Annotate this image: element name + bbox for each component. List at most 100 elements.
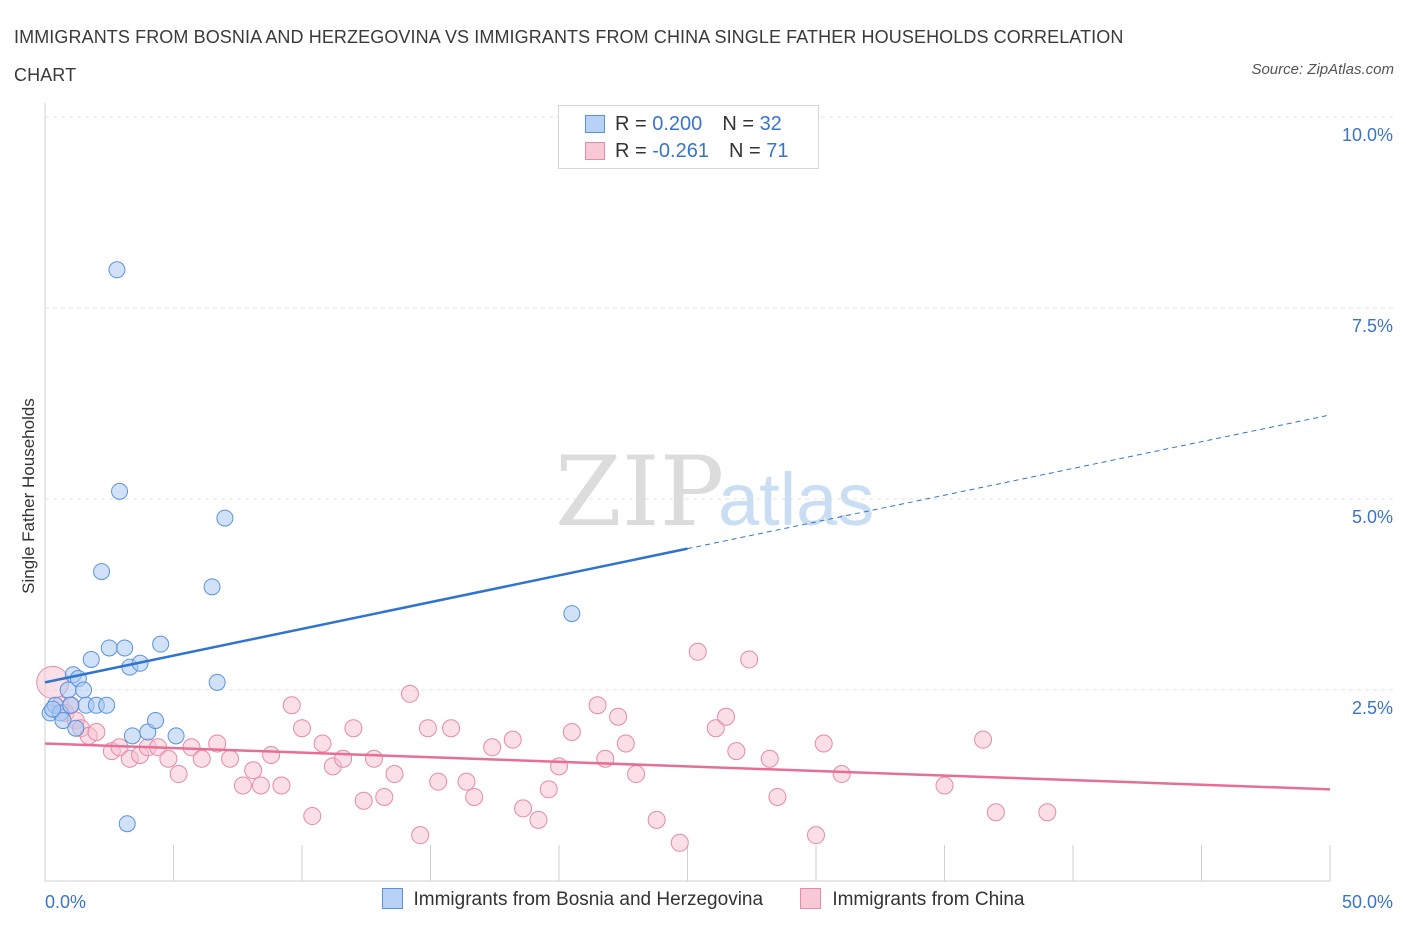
data-point-china (262, 745, 281, 764)
trend-lines (44, 414, 1331, 791)
data-point-bosnia (108, 261, 126, 279)
data-point-bosnia (167, 727, 185, 745)
y-tick-label: 5.0% (1352, 507, 1393, 527)
data-point-china (192, 749, 211, 768)
stats-row-china: R = -0.261 N = 71 (585, 138, 788, 164)
data-point-china (465, 787, 484, 806)
data-point-bosnia (563, 605, 581, 623)
data-point-china (1038, 803, 1057, 822)
data-point-china (159, 749, 178, 768)
r-value-bosnia: 0.200 (652, 113, 703, 135)
data-point-china (740, 650, 759, 669)
x-tick-label: 50.0% (1342, 892, 1393, 912)
legend-item-bosnia[interactable]: Immigrants from Bosnia and Herzegovina (381, 888, 764, 911)
data-point-china (760, 749, 779, 768)
data-point-china (233, 776, 252, 795)
data-point-china (588, 696, 607, 715)
data-point-china (457, 772, 476, 791)
data-point-bosnia (123, 727, 141, 745)
watermark-zip: ZIP (555, 436, 724, 548)
bosnia-legend-swatch-icon (381, 888, 403, 909)
data-point-china (986, 803, 1005, 822)
data-point-bosnia (93, 563, 111, 581)
data-point-bosnia (98, 696, 116, 714)
data-point-bosnia (82, 650, 100, 668)
data-point-bosnia (75, 681, 93, 699)
data-point-bosnia (118, 815, 136, 833)
data-point-bosnia (54, 712, 72, 730)
grid-lines (45, 116, 1395, 691)
r-value-china: -0.261 (652, 140, 709, 162)
data-point-china (717, 707, 736, 726)
data-point-china (935, 776, 954, 795)
trend-line-bosnia (44, 547, 688, 684)
data-point-bosnia (116, 639, 134, 657)
tick-labels: 2.5% 5.0% 7.5% 10.0% 0.0% 50.0% (45, 125, 1393, 912)
data-point-bosnia (216, 509, 234, 527)
data-point-china (483, 738, 502, 757)
data-point-china (251, 776, 270, 795)
china-swatch-icon (585, 142, 605, 160)
data-point-china (244, 761, 263, 780)
data-point-china (974, 730, 993, 749)
data-point-china (208, 734, 227, 753)
series-bosnia-points (41, 261, 581, 833)
legend-item-china[interactable]: Immigrants from China (800, 888, 1025, 911)
data-point-bosnia (100, 639, 118, 657)
legend: Immigrants from Bosnia and Herzegovina I… (0, 888, 1406, 911)
stats-row-bosnia: R = 0.200 N = 32 (585, 111, 782, 137)
n-value-bosnia: 32 (759, 113, 782, 135)
data-point-china (539, 780, 558, 799)
data-point-china (400, 684, 419, 703)
source-label: Source: ZipAtlas.com (1251, 61, 1394, 78)
y-tick-label: 7.5% (1352, 316, 1393, 336)
data-point-china (282, 696, 301, 715)
n-value-china: 71 (766, 140, 789, 162)
data-point-china (503, 730, 522, 749)
data-point-china (169, 765, 188, 784)
data-point-china (514, 799, 533, 818)
axes (44, 103, 1331, 882)
data-point-bosnia (203, 578, 221, 596)
trend-line-bosnia-projection (687, 414, 1331, 550)
x-tick-label: 0.0% (45, 892, 86, 912)
legend-label-china: Immigrants from China (832, 889, 1025, 910)
r-label: R = (615, 140, 653, 162)
data-point-china (768, 787, 787, 806)
data-point-china (670, 833, 689, 852)
data-point-china (688, 642, 707, 661)
watermark-atlas: atlas (718, 458, 874, 541)
data-point-china (385, 765, 404, 784)
data-point-china (832, 765, 851, 784)
series-china-points (36, 642, 1057, 852)
china-legend-swatch-icon (800, 888, 822, 909)
y-tick-label: 10.0% (1342, 125, 1393, 145)
data-point-china (293, 719, 311, 738)
data-point-china (814, 734, 833, 753)
correlation-stats-box: R = 0.200 N = 32 R = -0.261 N = 71 (558, 105, 819, 169)
data-point-china (429, 772, 448, 791)
data-point-china (354, 791, 373, 810)
trend-line-china (44, 742, 1331, 791)
data-point-china (727, 742, 746, 761)
legend-label-bosnia: Immigrants from Bosnia and Herzegovina (413, 889, 764, 910)
data-point-china (344, 719, 363, 738)
data-point-china (272, 776, 291, 795)
data-point-bosnia (44, 700, 62, 718)
data-point-china (807, 826, 825, 845)
data-point-bosnia (208, 673, 226, 691)
data-point-china (364, 749, 383, 768)
n-label: N = (728, 140, 767, 162)
y-tick-label: 2.5% (1352, 698, 1393, 718)
n-label: N = (722, 113, 760, 135)
data-point-china (375, 787, 394, 806)
data-point-bosnia (152, 635, 170, 653)
r-label: R = (615, 113, 653, 135)
data-point-china (418, 719, 437, 738)
data-point-china (562, 723, 581, 742)
data-point-china (627, 765, 646, 784)
watermark: ZIP atlas (555, 436, 874, 548)
data-point-china (303, 807, 322, 826)
data-point-china (706, 719, 725, 738)
data-point-bosnia (67, 719, 85, 737)
